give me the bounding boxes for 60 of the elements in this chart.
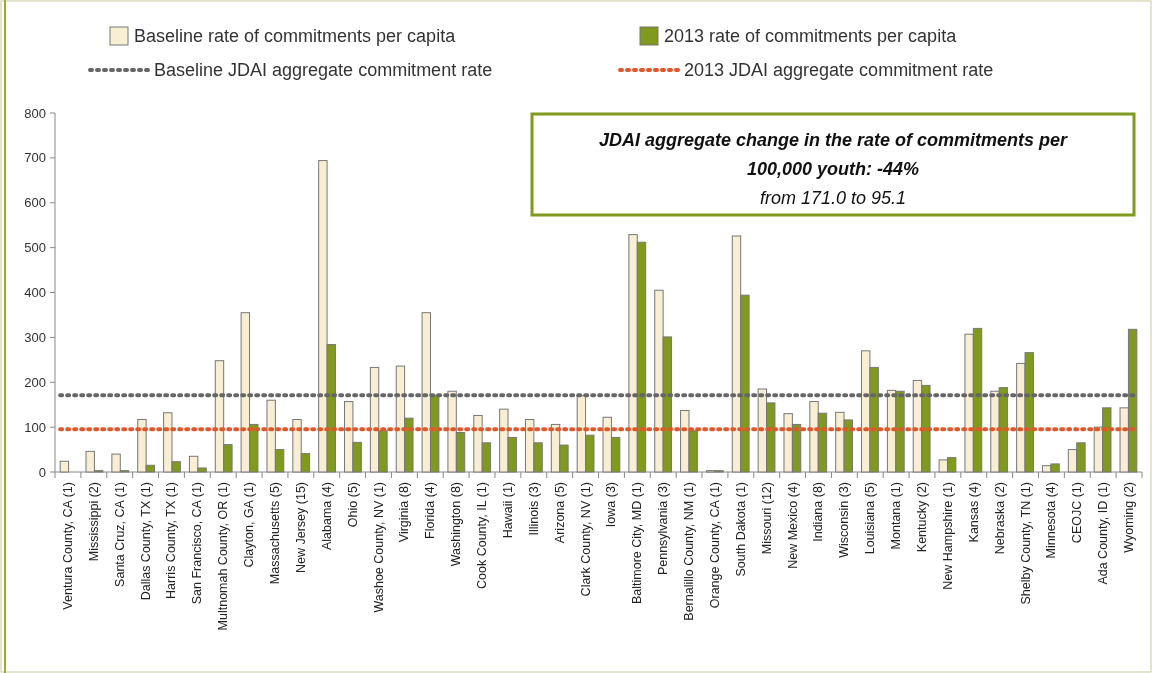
x-tick-label: Kentucky (2) [915, 482, 930, 553]
note-box: JDAI aggregate change in the rate of commitments per 100,000 youth: -44% from 171.0 to 95.1 [530, 112, 1136, 217]
x-tick-label: Bernalillo County, NM (1) [682, 482, 697, 621]
x-tick-label: Arizona (5) [552, 482, 567, 544]
x-tick-label: Minnesota (4) [1044, 482, 1059, 559]
x-tick-label: Missouri (12) [759, 482, 774, 555]
legend-label: Baseline JDAI aggregate commitment rate [154, 60, 493, 81]
x-tick-label: Wisconsin (3) [837, 482, 852, 558]
x-tick-label: Florida (4) [423, 482, 438, 539]
x-tick-label: New Jersey (15) [293, 482, 308, 573]
x-tick-label: San Francisco, CA (1) [190, 482, 205, 605]
y-tick-label: 200 [24, 374, 46, 390]
x-tick-label: Louisiana (5) [863, 482, 878, 555]
x-tick-label: Alabama (4) [319, 482, 334, 551]
y-tick-label: 300 [24, 329, 46, 345]
y-tick-label: 500 [24, 240, 46, 256]
x-tick-label: Hawaii (1) [500, 482, 515, 539]
x-tick-label: Baltimore City, MD (1) [630, 482, 645, 605]
x-tick-label: Virginia (8) [397, 482, 412, 543]
x-tick-label: Harris County, TX (1) [164, 482, 179, 599]
x-tick-label: Ada County, ID (1) [1096, 482, 1111, 585]
x-tick-label: CEOJC (1) [1070, 482, 1085, 544]
x-tick-label: Massachusetts (5) [267, 482, 282, 585]
annotation: 100,000 youth: -44% [746, 159, 920, 180]
annotation: from 171.0 to 95.1 [759, 188, 907, 209]
x-tick-label: Clayton, GA (1) [242, 482, 257, 568]
annotation: JDAI aggregate change in the rate of commitments per [598, 130, 1069, 151]
x-tick-label: Orange County, CA (1) [707, 482, 722, 609]
x-tick-label: Montana (1) [889, 482, 904, 550]
x-tick-label: Kansas (4) [966, 482, 981, 543]
x-tick-label: Dallas County, TX (1) [138, 482, 153, 601]
y-tick-label: 700 [24, 150, 46, 166]
x-tick-label: Santa Cruz, CA (1) [112, 482, 127, 587]
x-tick-label: Illinois (3) [526, 482, 541, 536]
y-tick-label: 600 [24, 195, 46, 211]
legend-label: 2013 JDAI aggregate commitment rate [684, 60, 994, 81]
x-tick-label: Indiana (8) [811, 482, 826, 542]
x-tick-label: Wyoming (2) [1122, 482, 1137, 553]
bar [59, 460, 70, 473]
legend-label: Baseline rate of commitments per capita [134, 26, 457, 47]
x-tick-label: Mississippi (2) [86, 482, 101, 562]
y-tick-label: 800 [24, 105, 46, 121]
x-tick-label: Shelby County, TN (1) [1018, 482, 1033, 605]
x-tick-label: New Hampshire (1) [940, 482, 955, 590]
x-tick-label: Cook County, IL (1) [475, 482, 490, 589]
x-tick-label: New Mexico (4) [785, 482, 800, 569]
x-tick-label: South Dakota (1) [733, 482, 748, 577]
x-tick-label: Iowa (3) [604, 482, 619, 528]
x-tick-label: Pennsylvania (3) [656, 482, 671, 576]
x-tick-label: Washoe County, NV (1) [371, 482, 386, 613]
x-tick-label: Nebraska (2) [992, 482, 1007, 555]
y-tick-label: 100 [24, 419, 46, 435]
legend-label: 2013 rate of commitments per capita [664, 26, 958, 47]
x-tick-label: Washington (8) [449, 482, 464, 567]
x-tick-label: Ventura County, CA (1) [60, 482, 75, 610]
x-tick-label: Ohio (5) [345, 482, 360, 528]
x-tick-label: Clark County, NV (1) [578, 482, 593, 597]
x-tick-label: Multnomah County, OR (1) [216, 482, 231, 631]
y-tick-label: 0 [38, 464, 46, 480]
y-tick-label: 400 [24, 285, 46, 301]
